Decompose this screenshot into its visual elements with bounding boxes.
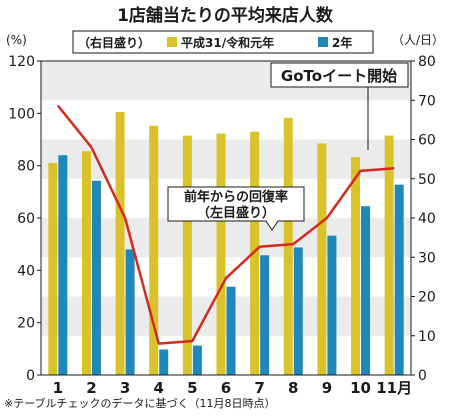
legend-label-2019: 平成31/令和元年 [181,35,274,50]
bar-2020 [58,155,67,375]
right-axis-ticks: 0 10 20 30 40 50 60 70 80 [411,54,436,384]
bar-2019 [284,118,293,375]
bar-2020 [227,287,236,375]
goto-label: GoToイート開始 [281,67,397,85]
right-axis-unit: （人/日） [392,33,444,47]
right-tick-label: 60 [418,133,436,149]
x-tick-label: 9 [322,379,332,397]
bar-2019 [217,134,226,375]
right-tick-label: 70 [418,93,436,109]
legend-swatch-2020 [318,37,328,47]
legend: （右目盛り） 平成31/令和元年 2年 [73,31,373,53]
bar-2020 [193,346,202,375]
bar-2020 [361,206,370,375]
right-tick-label: 30 [418,250,436,266]
bar-2019 [116,112,125,375]
legend-swatch-2019 [167,37,177,47]
left-tick-label: 120 [8,54,35,70]
left-tick-label: 80 [17,159,35,175]
bar-2019 [82,151,91,375]
right-tick-label: 20 [418,290,436,306]
x-tick-label: 4 [154,379,164,397]
right-tick-label: 50 [418,172,436,188]
legend-note: （右目盛り） [78,35,150,50]
bar-2020 [126,249,135,375]
recovery-label-line2: （左目盛り） [197,205,275,221]
left-axis-ticks: 0 20 40 60 80 100 120 [8,54,41,384]
right-tick-label: 40 [418,211,436,227]
x-tick-label: 2 [86,379,96,397]
left-tick-label: 20 [17,316,35,332]
recovery-label-line1: 前年からの回復率 [184,189,288,205]
x-tick-label: 5 [187,379,197,397]
right-tick-label: 10 [418,329,436,345]
bar-2020 [294,247,303,375]
legend-label-2020: 2年 [332,35,352,50]
x-tick-label: 11月 [376,379,412,397]
bar-2019 [317,143,326,375]
left-tick-label: 0 [26,368,35,384]
x-tick-label: 1 [53,379,63,397]
x-tick-label: 6 [221,379,231,397]
right-tick-label: 0 [418,368,427,384]
left-tick-label: 100 [8,106,35,122]
bar-2019 [48,163,57,375]
right-tick-label: 80 [418,54,436,70]
bar-2020 [159,349,168,375]
bar-2020 [92,181,101,375]
bar-2019 [351,157,360,375]
chart-title: 1店舗当たりの平均来店人数 [117,5,334,26]
bar-2019 [385,136,394,375]
x-tick-label: 3 [120,379,130,397]
bar-2020 [260,255,269,375]
x-tick-label: 7 [254,379,264,397]
bar-2020 [327,236,336,375]
x-tick-label: 10 [350,379,371,397]
left-axis-unit: (%) [6,33,27,47]
left-tick-label: 40 [17,263,35,279]
left-tick-label: 60 [17,211,35,227]
source-note: ※テーブルチェックのデータに基づく（11月8日時点） [4,396,276,410]
bar-2019 [183,136,192,375]
x-axis-labels: 1 2 3 4 5 6 7 8 9 10 11月 [53,379,413,397]
x-tick-label: 8 [288,379,298,397]
bar-2020 [395,185,404,375]
